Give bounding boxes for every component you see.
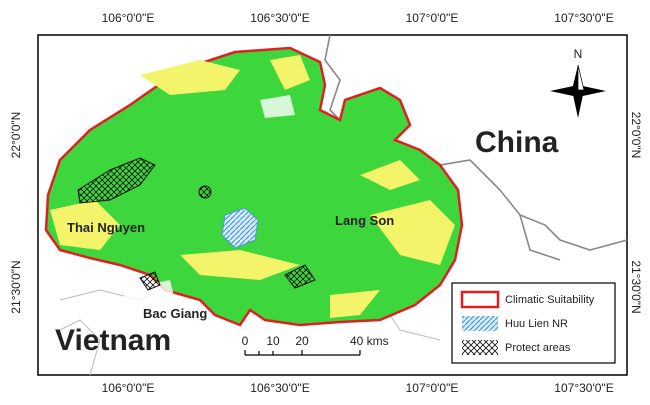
- north-label: N: [574, 47, 583, 61]
- yellow-zones: [50, 55, 455, 318]
- lon-label: 106°30'0"E: [250, 11, 309, 25]
- lon-label: 106°0'0"E: [102, 11, 155, 25]
- lon-label: 106°30'0"E: [250, 381, 309, 395]
- place-label: Bac Giang: [143, 306, 207, 321]
- lat-label: 22°0'0"N: [629, 112, 643, 159]
- scale-label: 20: [295, 334, 309, 348]
- scale-label: 10: [266, 334, 280, 348]
- legend-label: Climatic Suitability: [505, 294, 595, 306]
- graticule-labels: 106°0'0"E 106°30'0"E 107°0'0"E 107°30'0"…: [9, 11, 643, 395]
- unsuitable-spots: [120, 95, 295, 305]
- lat-label: 22°0'0"N: [9, 112, 23, 159]
- lon-label: 106°0'0"E: [102, 381, 155, 395]
- place-label: Vietnam: [55, 324, 171, 357]
- place-label: Thai Nguyen: [67, 220, 145, 235]
- scale-bar: 0 10 20 40 kms: [242, 334, 389, 356]
- place-label: China: [475, 126, 559, 159]
- lat-label: 21°30'0"N: [629, 260, 643, 313]
- protect-areas: [77, 157, 316, 291]
- huu-lien-nr: [221, 207, 259, 249]
- scale-label: 40 kms: [350, 334, 389, 348]
- place-label: Lang Son: [335, 213, 394, 228]
- lat-label: 21°30'0"N: [9, 260, 23, 313]
- legend: Climatic Suitability Huu Lien NR Protect…: [451, 282, 616, 364]
- scale-label: 0: [242, 334, 249, 348]
- north-arrow: N: [550, 47, 606, 118]
- lon-label: 107°0'0"E: [406, 381, 459, 395]
- lon-label: 107°30'0"E: [554, 381, 613, 395]
- lon-label: 107°30'0"E: [554, 11, 613, 25]
- legend-label: Huu Lien NR: [505, 318, 568, 330]
- legend-label: Protect areas: [505, 342, 571, 354]
- lon-label: 107°0'0"E: [406, 11, 459, 25]
